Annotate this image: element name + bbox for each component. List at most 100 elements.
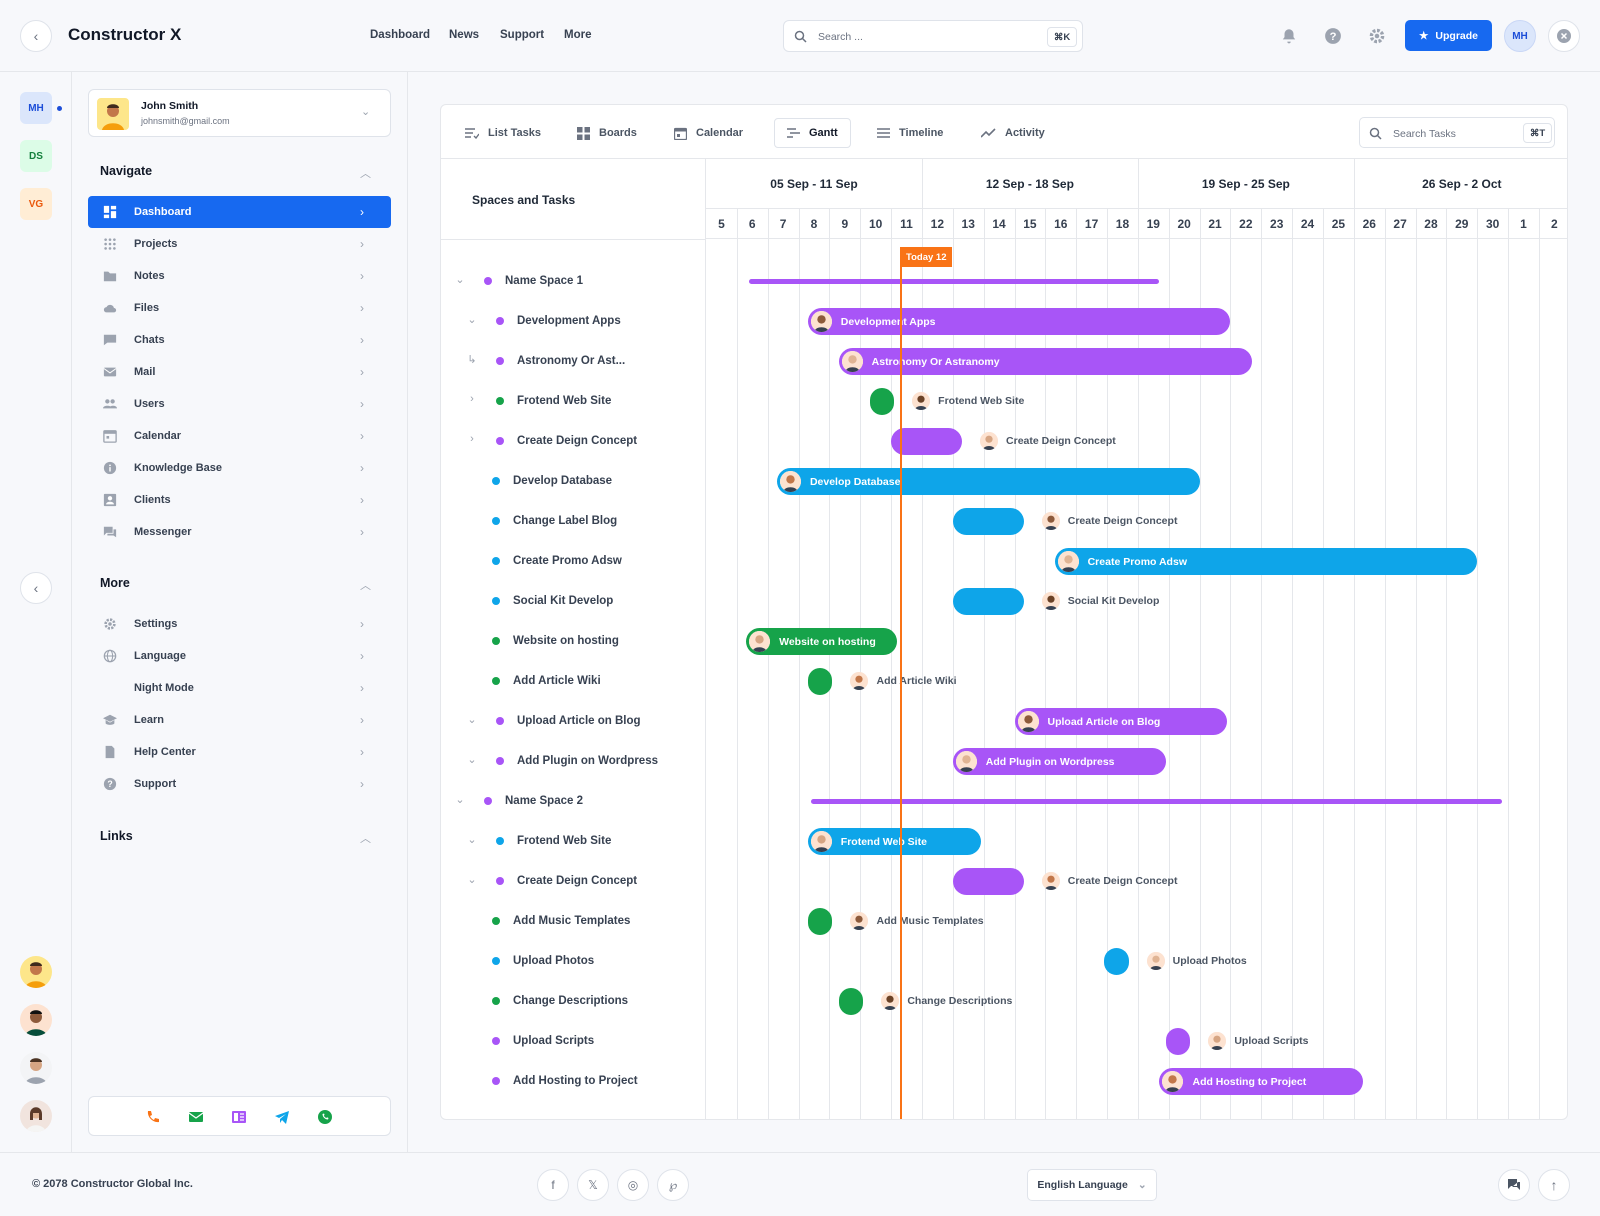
member-avatar[interactable] [20,1052,52,1084]
chat-button[interactable] [1498,1169,1530,1201]
phone-icon[interactable] [144,1109,162,1125]
sidebar-item-users[interactable]: Users › [88,388,391,420]
task-bar[interactable] [869,388,895,415]
back-button[interactable]: ‹ [20,20,52,52]
task-row[interactable]: Name Space 1 [484,271,583,291]
tab-timeline[interactable]: Timeline [865,118,955,148]
chevron-down-icon[interactable]: ⌄ [455,794,465,806]
task-bar[interactable] [952,588,1024,615]
pinterest-button[interactable]: ℘ [657,1169,689,1201]
task-bar[interactable]: Astronomy Or Astranomy [838,348,1253,375]
task-row[interactable]: Frotend Web Site [496,391,611,411]
task-bar[interactable]: Add Plugin on Wordpress [952,748,1166,775]
task-bar[interactable] [807,668,833,695]
sidebar-item-clients[interactable]: Clients › [88,484,391,516]
task-row[interactable]: Add Article Wiki [492,671,601,691]
mail-icon[interactable] [187,1109,205,1125]
x-button[interactable]: 𝕏 [577,1169,609,1201]
task-bar[interactable]: Add Hosting to Project [1159,1068,1364,1095]
member-avatar[interactable] [20,956,52,988]
upgrade-button[interactable]: ★ Upgrade [1405,20,1492,51]
chevron-down-icon[interactable]: ⌄ [455,274,465,286]
user-switcher[interactable]: John Smith johnsmith@gmail.com ⌄ [88,89,391,137]
task-bar[interactable]: Website on hosting [746,628,898,655]
gear-icon[interactable] [1368,27,1386,45]
task-row[interactable]: Astronomy Or Ast... [496,351,625,371]
chevron-up-icon[interactable]: ︿ [360,168,371,180]
task-bar[interactable] [952,868,1024,895]
sidebar-item-projects[interactable]: Projects › [88,228,391,260]
task-bar[interactable]: Create Promo Adsw [1054,548,1478,575]
task-row[interactable]: Frotend Web Site [496,831,611,851]
sidebar-item-dashboard[interactable]: Dashboard › [88,196,391,228]
topnav-news[interactable]: News [449,29,480,41]
task-row[interactable]: Upload Photos [492,951,594,971]
sidebar-item-chats[interactable]: Chats › [88,324,391,356]
task-row[interactable]: Add Hosting to Project [492,1071,638,1091]
task-bar[interactable] [1165,1028,1191,1055]
task-bar[interactable] [891,428,963,455]
task-row[interactable]: Add Plugin on Wordpress [496,751,658,771]
group-span-bar[interactable] [810,799,1502,804]
collapse-sidebar-button[interactable]: ‹ [20,572,52,604]
telegram-icon[interactable] [273,1109,291,1125]
task-row[interactable]: Create Deign Concept [496,431,637,451]
chevron-up-icon[interactable]: ︿ [360,833,371,845]
task-row[interactable]: Website on hosting [492,631,619,651]
task-bar[interactable]: Frotend Web Site [807,828,981,855]
workspace-mh[interactable]: MH [20,92,52,124]
chevron-down-icon[interactable]: ⌄ [467,834,477,846]
topnav-support[interactable]: Support [500,29,545,41]
sidebar-item-help-center[interactable]: Help Center › [88,736,391,768]
sidebar-item-knowledge-base[interactable]: Knowledge Base › [88,452,391,484]
task-bar[interactable] [807,908,833,935]
help-icon[interactable]: ? [1324,27,1342,45]
tab-calendar[interactable]: Calendar [662,118,755,148]
tab-activity[interactable]: Activity [969,118,1057,148]
task-search-input[interactable]: Search Tasks ⌘T [1359,117,1555,148]
sidebar-item-language[interactable]: Language › [88,640,391,672]
sidebar-item-calendar[interactable]: Calendar › [88,420,391,452]
sidebar-item-settings[interactable]: Settings › [88,608,391,640]
task-row[interactable]: Change Label Blog [492,511,617,531]
task-row[interactable]: Development Apps [496,311,621,331]
task-row[interactable]: Upload Article on Blog [496,711,641,731]
scroll-top-button[interactable]: ↑ [1538,1169,1570,1201]
news-icon[interactable] [230,1109,248,1125]
chevron-up-icon[interactable]: ︿ [360,580,371,592]
chevron-down-icon[interactable]: ⌄ [467,314,477,326]
search-input[interactable]: Search ... ⌘K [783,20,1083,52]
task-row[interactable]: Create Deign Concept [496,871,637,891]
sidebar-item-support[interactable]: ? Support › [88,768,391,800]
bell-icon[interactable] [1280,27,1298,45]
whatsapp-icon[interactable] [316,1109,334,1125]
tab-gantt[interactable]: Gantt [774,118,851,148]
task-row[interactable]: Add Music Templates [492,911,630,931]
workspace-ds[interactable]: DS [20,140,52,172]
facebook-button[interactable]: f [537,1169,569,1201]
chevron-down-icon[interactable]: ⌄ [467,874,477,886]
task-row[interactable]: Upload Scripts [492,1031,594,1051]
sidebar-item-night-mode[interactable]: Night Mode › [88,672,391,704]
chevron-right-icon[interactable]: › [470,393,474,405]
task-bar[interactable] [838,988,864,1015]
chevron-down-icon[interactable]: ⌄ [467,754,477,766]
task-row[interactable]: Develop Database [492,471,612,491]
sidebar-item-messenger[interactable]: Messenger › [88,516,391,548]
task-bar[interactable] [952,508,1024,535]
topnav-dashboard[interactable]: Dashboard [370,29,431,41]
member-avatar[interactable] [20,1100,52,1132]
task-bar[interactable]: Development Apps [807,308,1231,335]
task-row[interactable]: Social Kit Develop [492,591,613,611]
task-bar[interactable]: Develop Database [776,468,1200,495]
workspace-vg[interactable]: VG [20,188,52,220]
tab-list-tasks[interactable]: List Tasks [453,118,553,148]
task-row[interactable]: Change Descriptions [492,991,628,1011]
member-avatar[interactable] [20,1004,52,1036]
task-row[interactable]: Name Space 2 [484,791,583,811]
sidebar-item-mail[interactable]: Mail › [88,356,391,388]
sidebar-item-learn[interactable]: Learn › [88,704,391,736]
chevron-right-icon[interactable]: › [470,433,474,445]
sidebar-item-notes[interactable]: Notes › [88,260,391,292]
instagram-button[interactable]: ◎ [617,1169,649,1201]
